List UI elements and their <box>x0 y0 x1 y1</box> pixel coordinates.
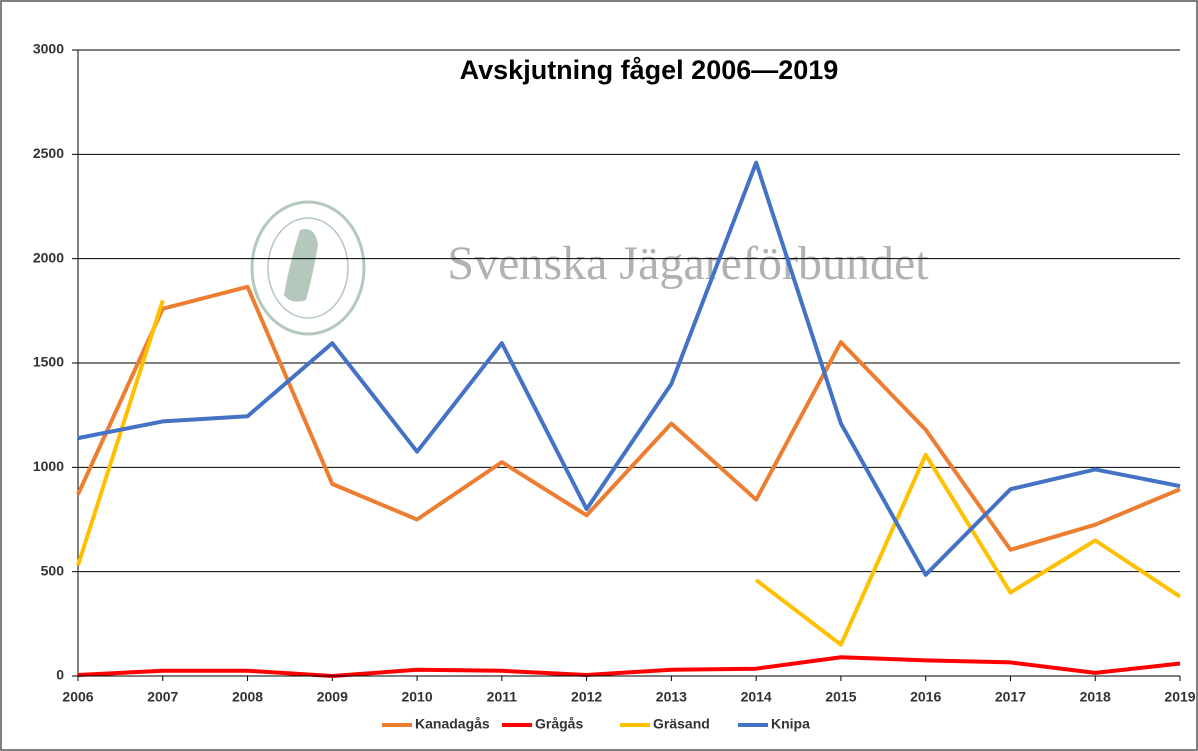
y-tick-label: 2500 <box>33 145 64 161</box>
x-tick-label: 2016 <box>910 689 941 705</box>
x-tick-label: 2015 <box>825 689 856 705</box>
logo <box>250 200 366 336</box>
x-tick-label: 2018 <box>1080 689 1111 705</box>
y-tick-label: 3000 <box>33 41 64 57</box>
legend-label: Grågås <box>535 716 583 732</box>
x-tick-label: 2019 <box>1164 689 1195 705</box>
x-tick-label: 2013 <box>656 689 687 705</box>
series-line <box>77 160 1181 577</box>
y-tick-label: 0 <box>56 667 64 683</box>
x-tick-label: 2008 <box>232 689 263 705</box>
x-tick-label: 2006 <box>62 689 93 705</box>
series-line <box>76 284 1181 552</box>
x-tick-label: 2012 <box>571 689 602 705</box>
y-tick-label: 500 <box>41 562 65 578</box>
legend-label: Knipa <box>771 716 810 732</box>
legend-label: Kanadagås <box>415 716 490 732</box>
y-tick-label: 2000 <box>33 249 64 265</box>
series-line <box>77 655 1181 678</box>
x-tick-label: 2011 <box>487 689 518 705</box>
watermark: Svenska Jägareförbundet <box>447 237 929 290</box>
x-tick-label: 2017 <box>995 689 1026 705</box>
x-tick-label: 2014 <box>741 689 772 705</box>
x-tick-label: 2010 <box>401 689 432 705</box>
legend-label: Gräsand <box>653 716 710 732</box>
x-tick-label: 2009 <box>317 689 348 705</box>
y-tick-label: 1500 <box>33 354 64 370</box>
chart-title: Avskjutning fågel 2006—2019 <box>460 55 839 85</box>
x-tick-label: 2007 <box>147 689 178 705</box>
y-tick-label: 1000 <box>33 458 64 474</box>
series-line <box>76 299 1182 647</box>
